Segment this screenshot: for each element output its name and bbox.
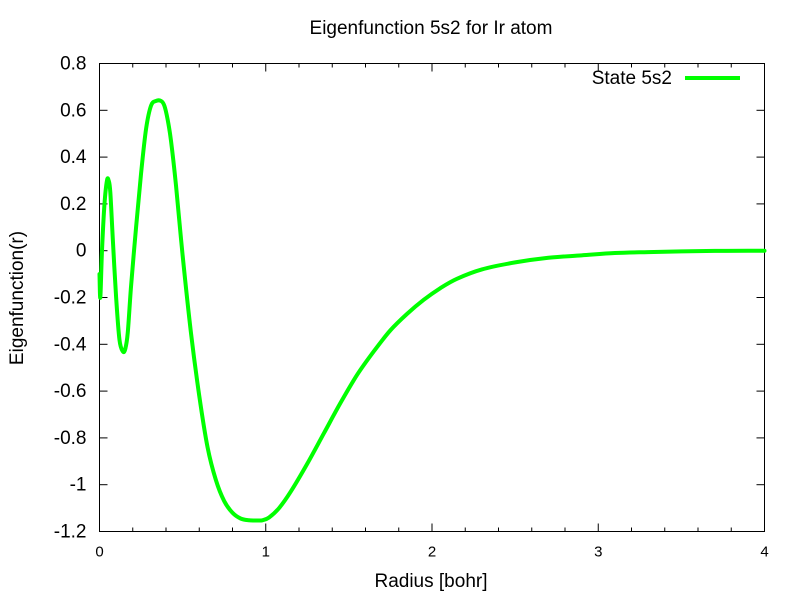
series-layer	[97, 98, 767, 523]
y-tick-label: 0.8	[60, 54, 86, 75]
x-tick-label: 3	[594, 544, 602, 561]
x-tick-label: 4	[760, 544, 768, 561]
x-tick-label: 1	[262, 544, 270, 561]
legend: State 5s2	[592, 68, 740, 89]
y-tick-label: 0.6	[60, 100, 86, 121]
y-tick-label: -1	[70, 475, 87, 496]
y-axis-label: Eigenfunction(r)	[7, 231, 28, 365]
y-tick-label: -0.2	[54, 288, 87, 309]
y-tick-label: -0.6	[54, 381, 87, 402]
y-tick-label: -0.8	[54, 428, 87, 449]
x-axis-label: Radius [bohr]	[374, 571, 487, 592]
legend-label: State 5s2	[592, 68, 672, 89]
y-tick-label: -0.4	[54, 334, 87, 355]
y-tick-label: -1.2	[54, 522, 87, 543]
x-tick-labels: 0 1 2 3 4	[95, 544, 768, 561]
x-tick-label: 0	[95, 544, 103, 561]
y-tick-label: 0.2	[60, 194, 86, 215]
plot-frame	[99, 63, 765, 532]
y-tick-label: 0	[76, 241, 87, 262]
chart-title: Eigenfunction 5s2 for Ir atom	[310, 18, 553, 39]
y-tick-labels: -1.2 -1 -0.8 -0.6 -0.4 -0.2 0 0.2 0.4 0.6 0.8	[54, 54, 87, 543]
series-line	[97, 98, 767, 523]
axis-ticks	[99, 63, 765, 532]
y-tick-label: 0.4	[60, 147, 87, 168]
x-tick-label: 2	[428, 544, 436, 561]
